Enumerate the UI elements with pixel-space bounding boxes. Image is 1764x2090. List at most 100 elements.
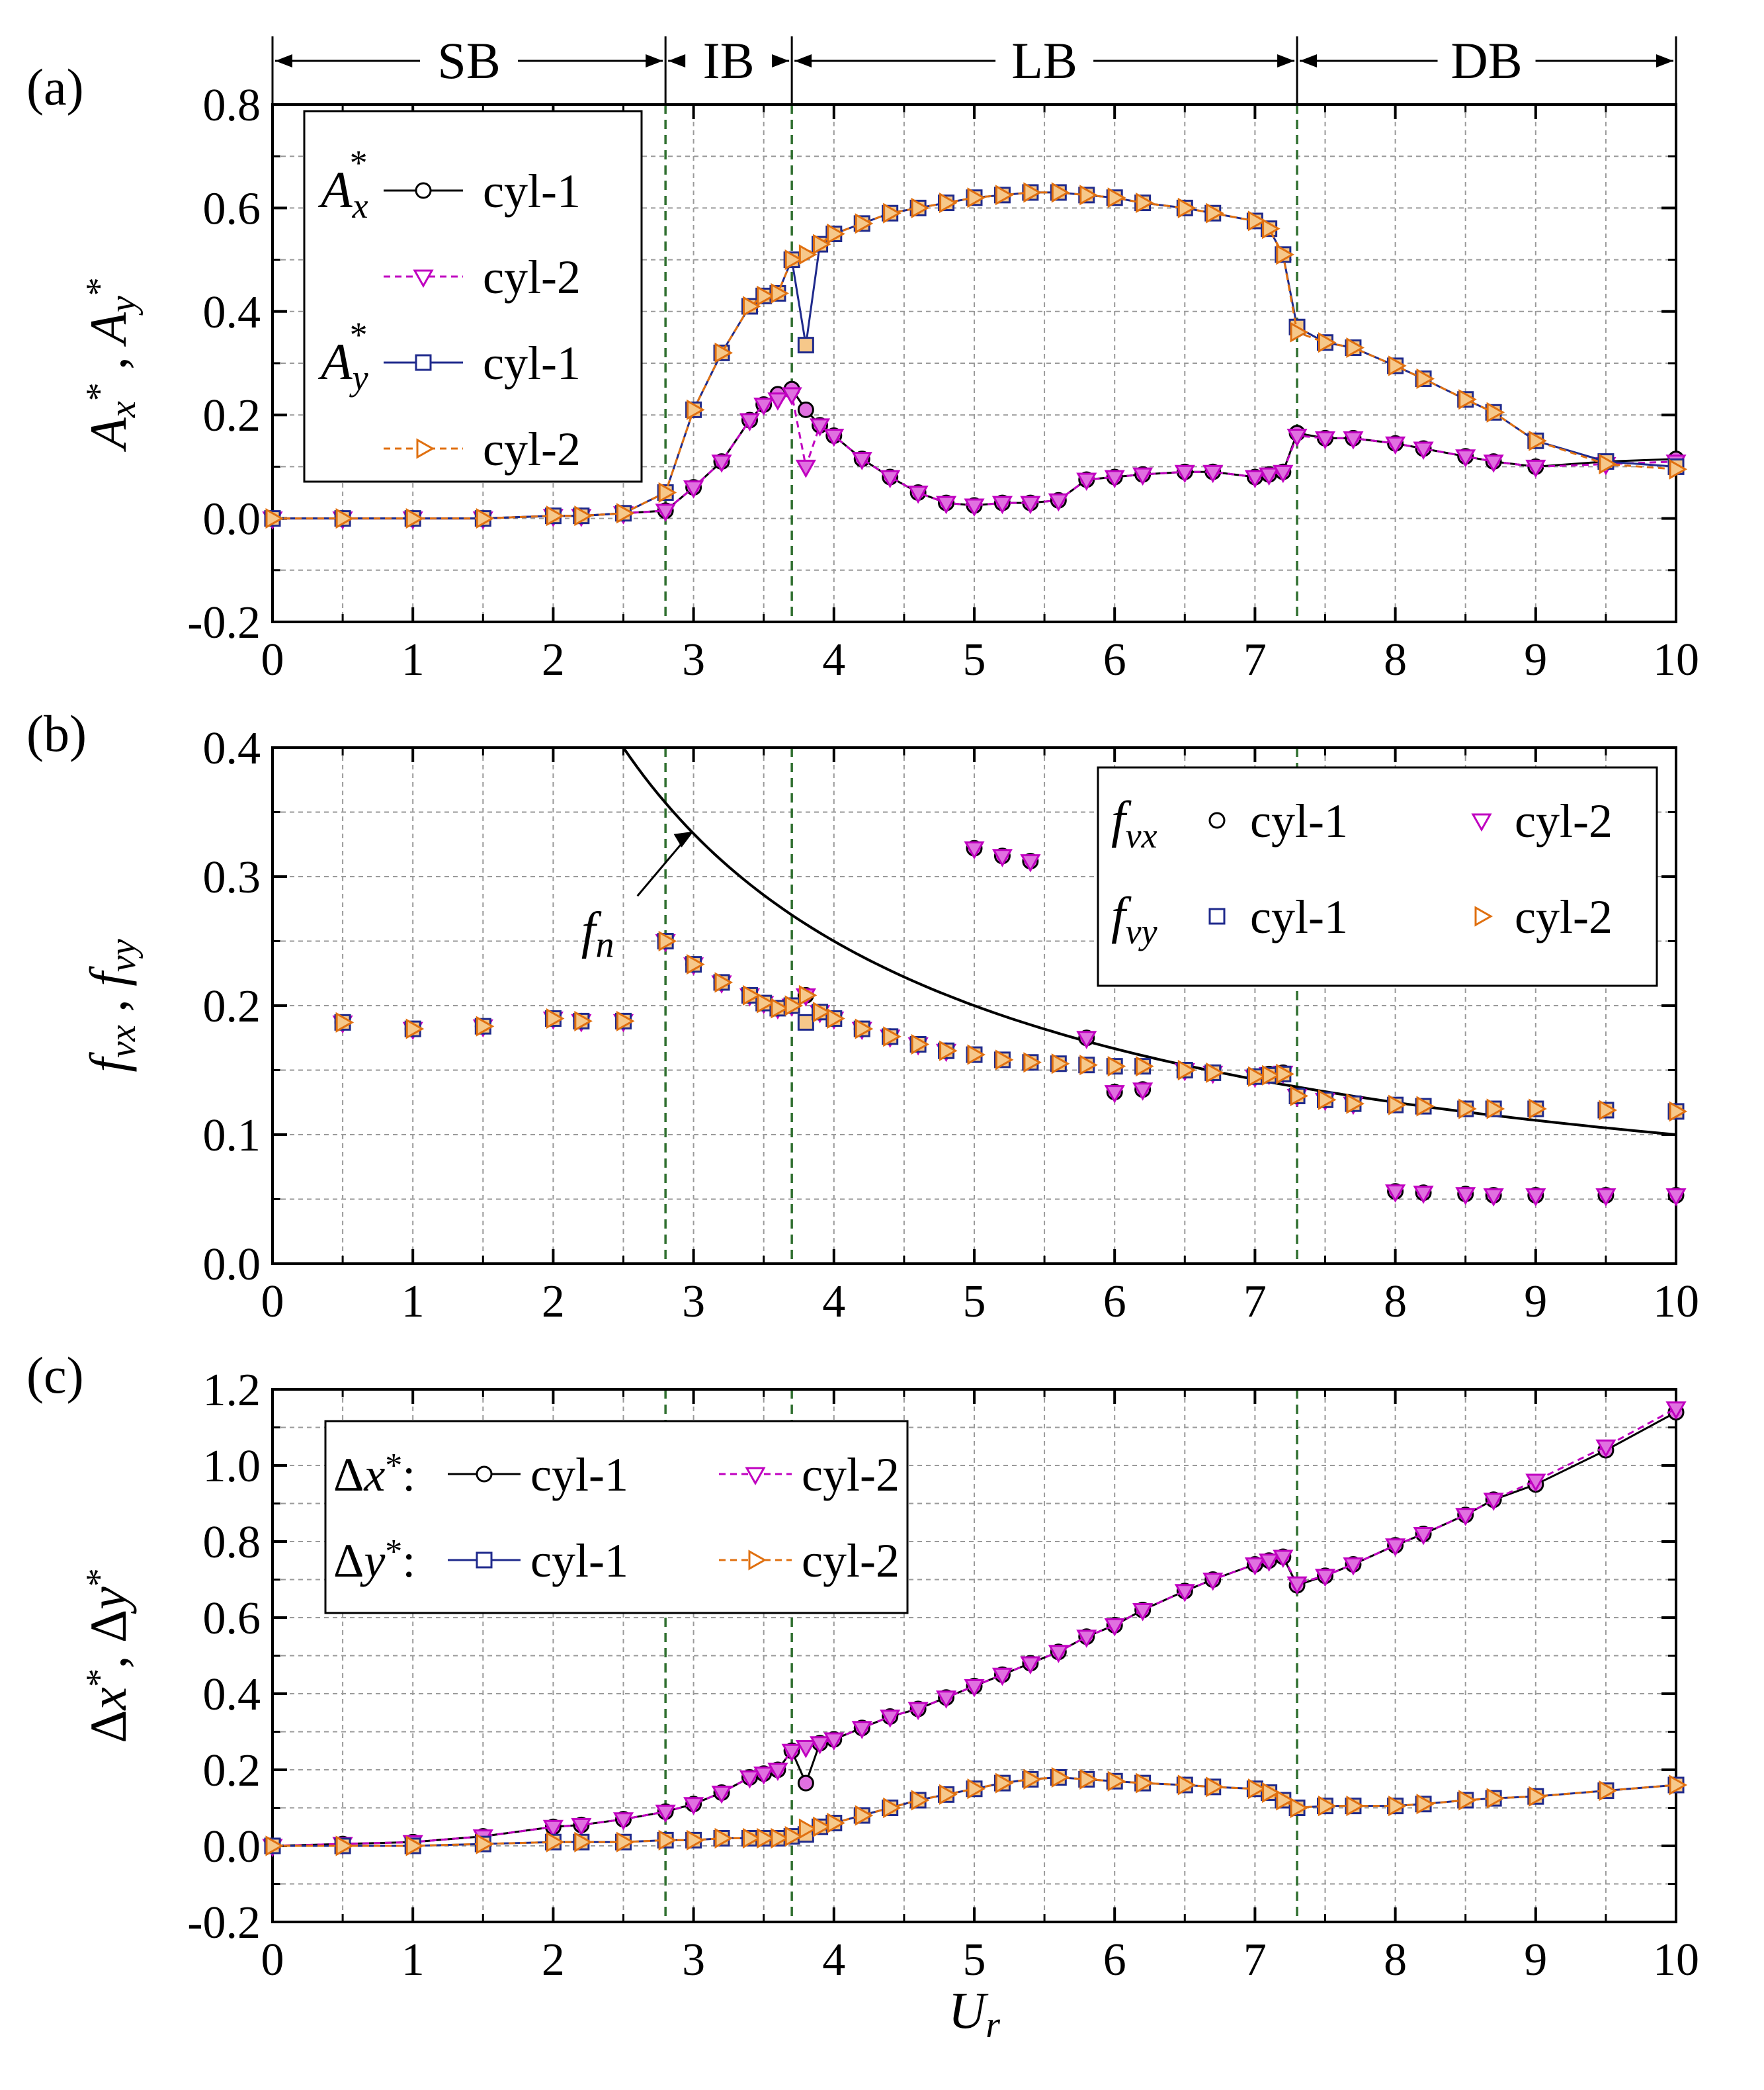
data-point bbox=[1206, 1776, 1224, 1798]
x-tick-label: 7 bbox=[1243, 634, 1267, 685]
x-tick-label: 9 bbox=[1524, 634, 1547, 685]
data-point bbox=[883, 1026, 902, 1047]
fn-label-sub: n bbox=[596, 924, 614, 965]
data-point bbox=[742, 984, 761, 1006]
data-point bbox=[1318, 1089, 1337, 1110]
data-point bbox=[1023, 182, 1042, 203]
data-point bbox=[1262, 1065, 1281, 1086]
data-point bbox=[612, 1812, 634, 1831]
legend-symbol-var: x bbox=[363, 1448, 385, 1501]
data-point bbox=[1665, 1188, 1687, 1207]
data-point bbox=[753, 398, 775, 416]
y-tick-label: 0.6 bbox=[203, 183, 261, 234]
data-point bbox=[911, 1033, 930, 1055]
data-point bbox=[1244, 470, 1265, 489]
data-point bbox=[798, 1818, 818, 1839]
data-point bbox=[1177, 1774, 1197, 1796]
data-point bbox=[1286, 1576, 1308, 1595]
legend-marker bbox=[476, 1551, 493, 1569]
regime-arrow-head bbox=[1656, 54, 1673, 67]
data-point bbox=[1413, 441, 1434, 460]
x-tick-label: 5 bbox=[963, 1935, 986, 1985]
data-point bbox=[1273, 1549, 1294, 1569]
y-label-sup: * bbox=[79, 277, 120, 296]
data-point bbox=[655, 503, 676, 522]
data-point bbox=[1525, 1473, 1546, 1493]
data-point bbox=[1665, 1401, 1687, 1420]
data-point bbox=[1020, 1656, 1041, 1675]
data-point bbox=[476, 1016, 495, 1037]
data-point bbox=[1132, 1603, 1154, 1622]
data-point bbox=[742, 296, 761, 317]
y-tick-label: 0.4 bbox=[203, 1669, 261, 1720]
data-point bbox=[1206, 202, 1224, 224]
legend-symbol-sup: * bbox=[385, 1447, 402, 1485]
data-point bbox=[265, 1835, 284, 1856]
data-point bbox=[1104, 470, 1125, 489]
y-label-var: x bbox=[79, 1687, 137, 1711]
y-tick-label: 0.4 bbox=[203, 287, 261, 338]
data-point bbox=[935, 496, 957, 515]
legend-marker bbox=[415, 182, 432, 199]
series-a-y-cyl-2 bbox=[265, 182, 1688, 529]
legend-symbol-sub: x bbox=[352, 186, 368, 226]
legend-symbol: Δy*: bbox=[333, 1533, 415, 1587]
data-point bbox=[1276, 1063, 1294, 1084]
data-point bbox=[1290, 1797, 1309, 1819]
data-point bbox=[1483, 1188, 1504, 1207]
data-point bbox=[753, 1766, 775, 1785]
data-point bbox=[1599, 453, 1617, 475]
data-point bbox=[1343, 431, 1364, 450]
data-point bbox=[767, 392, 788, 411]
data-point bbox=[883, 202, 902, 224]
legend-marker bbox=[745, 1467, 766, 1486]
fn-label: fn bbox=[581, 901, 614, 965]
legend-marker bbox=[1474, 906, 1493, 927]
data-point bbox=[1455, 449, 1476, 468]
data-point bbox=[851, 1721, 872, 1739]
data-point bbox=[476, 508, 495, 529]
data-point bbox=[1202, 1573, 1224, 1591]
data-point bbox=[1486, 1788, 1505, 1809]
data-point bbox=[574, 505, 593, 527]
data-point bbox=[1669, 458, 1688, 480]
y-label-symbol: A bbox=[79, 417, 137, 453]
data-point bbox=[1413, 1527, 1434, 1546]
data-point bbox=[1599, 1100, 1617, 1121]
x-tick-label: 0 bbox=[261, 1276, 284, 1327]
legend-box bbox=[1097, 766, 1658, 987]
data-point bbox=[1177, 197, 1197, 218]
data-point bbox=[1262, 218, 1281, 239]
data-point bbox=[880, 1710, 901, 1728]
data-point bbox=[1416, 1096, 1435, 1117]
data-point bbox=[1104, 1085, 1125, 1104]
data-point bbox=[1174, 464, 1195, 484]
data-point bbox=[797, 1014, 814, 1031]
data-point bbox=[1020, 854, 1041, 873]
data-point bbox=[991, 496, 1013, 515]
legend-symbol-var: y bbox=[359, 1534, 385, 1587]
data-point bbox=[1079, 1768, 1098, 1790]
data-point bbox=[813, 234, 831, 255]
panel-c: 0 1 2 3 4 5 6 7 8 9 10 -0.2 0.0 0.2 0.4 0.6 0.8 1.0 1.2 (c)… bbox=[26, 1346, 1699, 2046]
y-tick-label: -0.2 bbox=[187, 1897, 261, 1948]
data-point bbox=[655, 1804, 676, 1823]
legend-symbol: Δx*: bbox=[333, 1447, 415, 1501]
y-label-sup: * bbox=[79, 1669, 120, 1687]
data-point bbox=[798, 984, 818, 1006]
data-point bbox=[771, 998, 789, 1019]
data-point bbox=[714, 972, 734, 993]
legend-marker bbox=[1471, 813, 1492, 832]
series-f-vy-cyl-2 bbox=[335, 930, 1688, 1122]
data-point bbox=[757, 1827, 775, 1849]
x-tick-label: 3 bbox=[682, 634, 705, 685]
legend-symbol-main: A bbox=[317, 161, 353, 218]
data-point bbox=[1318, 332, 1337, 353]
data-point bbox=[1458, 1790, 1477, 1811]
x-tick-label: 1 bbox=[401, 1276, 425, 1327]
x-tick-label: 10 bbox=[1653, 1935, 1699, 1985]
y-tick-label: 1.2 bbox=[203, 1365, 261, 1416]
data-point bbox=[1346, 1093, 1365, 1114]
data-point bbox=[1388, 1796, 1407, 1817]
y-label-sub: vx bbox=[103, 1025, 144, 1058]
